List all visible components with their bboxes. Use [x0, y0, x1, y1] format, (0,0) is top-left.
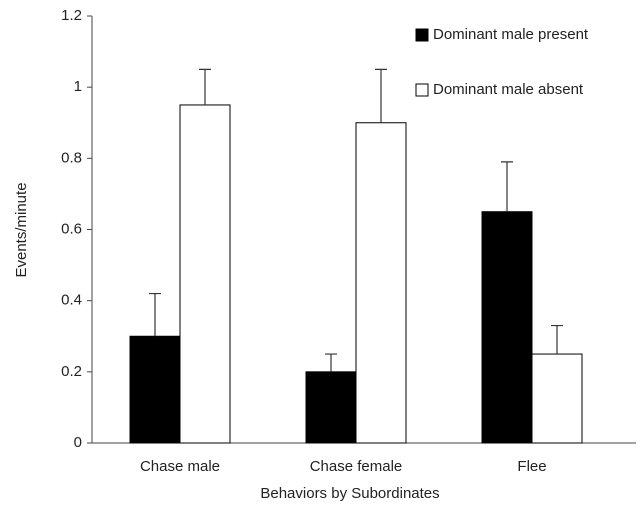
x-axis-label: Behaviors by Subordinates: [260, 485, 439, 502]
legend-label: Dominant male present: [433, 26, 589, 43]
y-tick-label: 0.8: [61, 149, 82, 166]
x-tick-label: Flee: [517, 458, 546, 475]
y-tick-label: 1.2: [61, 7, 82, 24]
error-bar: [375, 68, 387, 123]
y-tick-label: 1: [74, 78, 82, 95]
legend-label: Dominant male absent: [433, 81, 584, 98]
y-tick-label: 0: [74, 434, 82, 451]
y-tick-label: 0.4: [61, 292, 82, 309]
bar: [129, 335, 181, 444]
error-bar: [325, 353, 337, 372]
bar: [481, 211, 533, 444]
legend-swatch: [415, 28, 429, 42]
y-axis-label: Events/minute: [13, 182, 30, 277]
bar: [531, 353, 583, 444]
bar: [355, 122, 407, 444]
error-bar: [501, 161, 513, 212]
x-tick-label: Chase female: [310, 458, 403, 475]
bar: [179, 104, 231, 444]
error-bar: [199, 68, 211, 105]
x-tick-label: Chase male: [140, 458, 220, 475]
bar: [305, 371, 357, 444]
error-bar: [551, 324, 563, 355]
error-bar: [149, 292, 161, 337]
y-tick-label: 0.2: [61, 363, 82, 380]
legend-swatch: [415, 83, 429, 97]
y-tick-label: 0.6: [61, 220, 82, 237]
